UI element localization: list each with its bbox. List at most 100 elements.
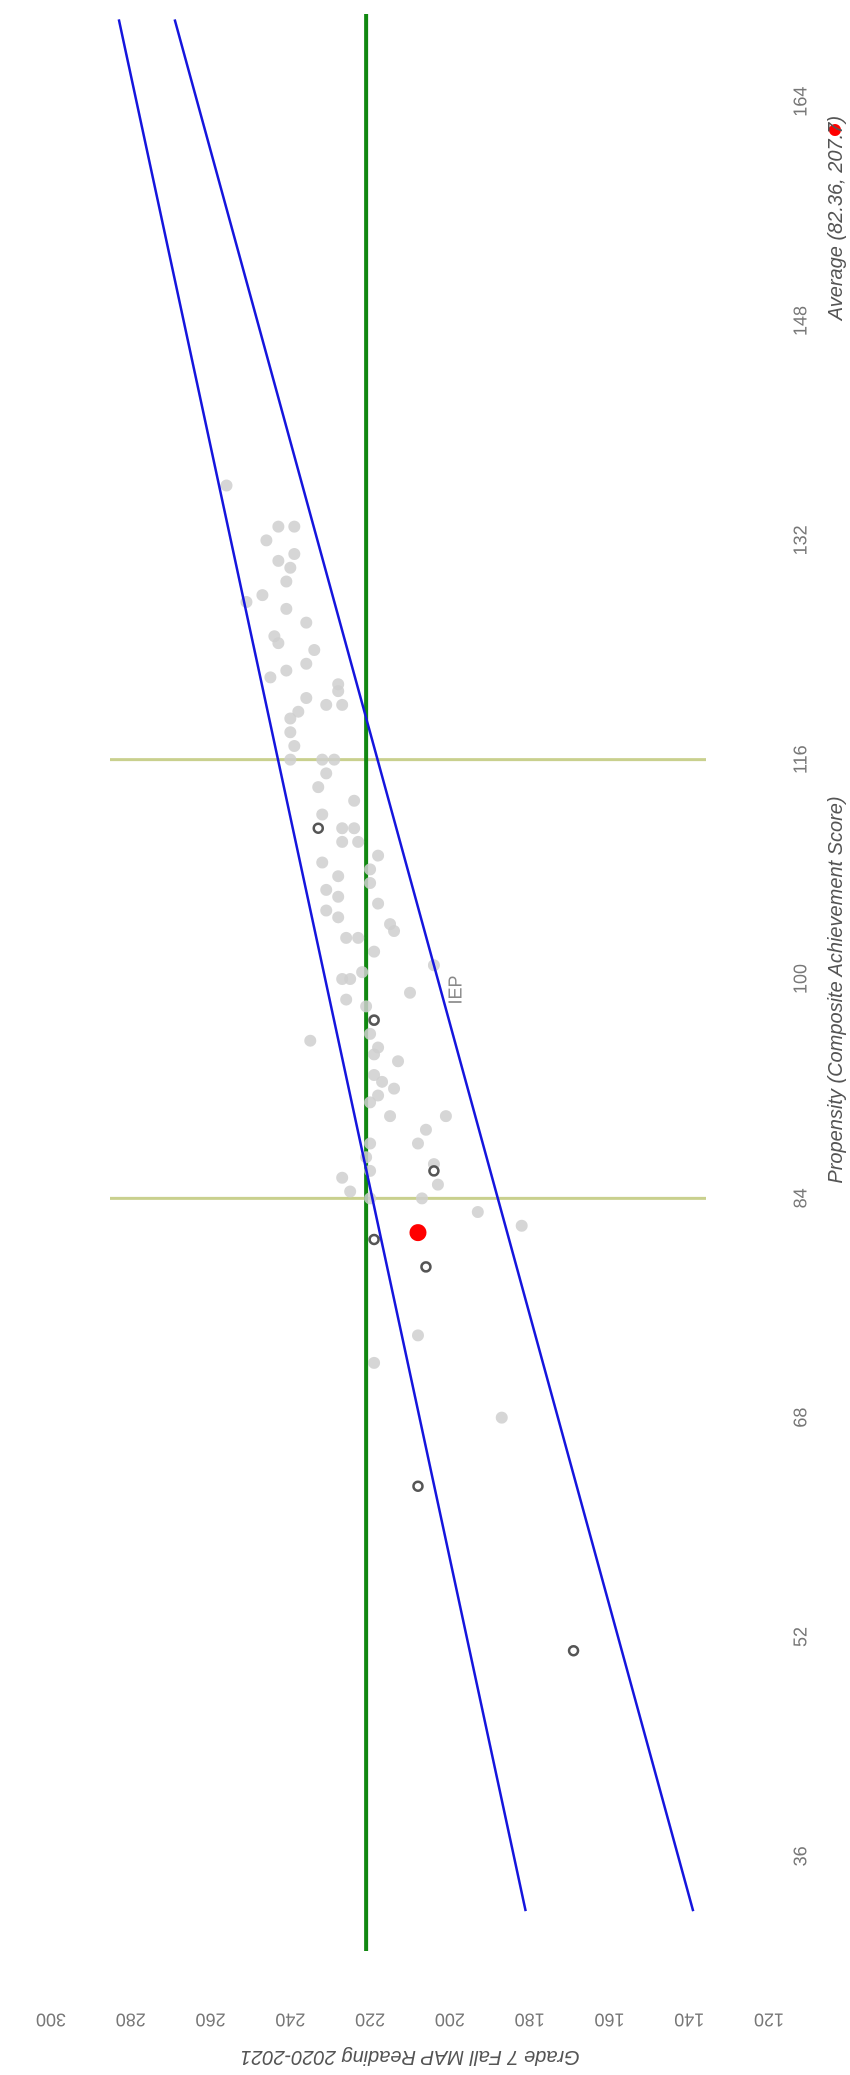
y-tick-label: 160 [594,2010,624,2030]
data-point [372,849,385,862]
data-point [268,630,281,643]
legend-marker [829,124,841,136]
data-point [372,1089,385,1102]
data-point [300,657,313,670]
data-point [368,1068,381,1081]
highlighted-point [368,1014,380,1026]
data-point [336,698,349,711]
data-point [364,1137,377,1150]
x-tick-label: 84 [790,1188,810,1208]
highlighted-point [412,1480,424,1492]
data-point [360,1000,373,1013]
data-point [320,904,333,917]
x-tick-label: 148 [790,306,810,336]
data-point [280,575,293,588]
data-point [388,1082,401,1095]
data-point [312,781,325,794]
data-point [356,966,369,979]
x-tick-label: 116 [790,745,810,774]
y-tick-label: 200 [435,2010,465,2030]
chart-title: IEP [445,975,465,1004]
data-point [336,822,349,835]
regression-line-1 [117,19,527,1912]
y-tick-label: 180 [515,2010,545,2030]
x-tick-label: 164 [790,87,810,117]
data-point [372,1041,385,1054]
data-point [272,554,285,567]
data-point [372,897,385,910]
x-tick-label: 36 [790,1846,810,1866]
data-point [336,1171,349,1184]
data-point [320,767,333,780]
data-point [288,520,301,533]
data-point [284,753,297,766]
data-point [344,1185,357,1198]
data-point [352,835,365,848]
highlighted-point [567,1644,580,1657]
axes-layer [110,14,706,1951]
data-point [364,1096,377,1109]
data-point [415,1192,428,1205]
y-tick-label: 280 [116,2010,146,2030]
regression-line-2 [173,19,695,1912]
data-point [292,705,305,718]
x-axis-title: Propensity (Composite Achievement Score) [825,796,847,1183]
data-point [332,870,345,883]
data-point [495,1411,508,1424]
data-point [288,548,301,561]
data-point [284,726,297,739]
data-point [515,1219,528,1232]
data-point [368,945,381,958]
data-point [352,931,365,944]
data-point [300,616,313,629]
lines-layer [117,19,695,1912]
data-point [272,520,285,533]
data-point [411,1329,424,1342]
data-point [471,1206,484,1219]
highlighted-point [368,1233,380,1246]
selected-student-point [409,1224,427,1242]
data-point [411,1137,424,1150]
data-point [364,1027,377,1040]
data-point [260,534,273,547]
data-point [364,863,377,876]
y-tick-label: 300 [36,2010,66,2030]
y-tick-label: 240 [275,2010,305,2030]
data-point [384,1110,397,1123]
y-tick-label: 220 [355,2010,385,2030]
data-point [280,602,293,615]
highlighted-point [428,1165,440,1177]
data-point [332,890,345,903]
data-point [320,883,333,896]
points-layer [220,479,580,1657]
data-point [316,808,329,821]
highlighted-point [312,822,325,834]
data-point [304,1034,317,1047]
data-point [368,1356,381,1369]
data-point [364,877,377,890]
data-point [220,479,233,492]
data-point [256,589,269,602]
data-point [280,664,293,677]
data-point [320,698,333,711]
data-point [316,753,329,766]
data-point [336,835,349,848]
data-point [392,1055,405,1068]
data-point [340,993,353,1006]
y-tick-label: 140 [674,2010,704,2030]
data-point [419,1123,432,1136]
data-point [332,678,345,691]
y-axis-title: Grade 7 Fall MAP Reading 2020-2021 [240,2046,579,2068]
titles-layer: IEP Propensity (Composite Achievement Sco… [240,116,847,2068]
legend-label: Average (82.36, 207.7) [825,116,847,321]
x-tick-label: 132 [790,525,810,555]
data-point [316,856,329,869]
data-point [348,794,361,807]
x-tick-label: 100 [790,964,810,994]
data-point [348,822,361,835]
data-point [308,644,321,656]
data-point [328,753,341,766]
data-point [284,712,297,725]
